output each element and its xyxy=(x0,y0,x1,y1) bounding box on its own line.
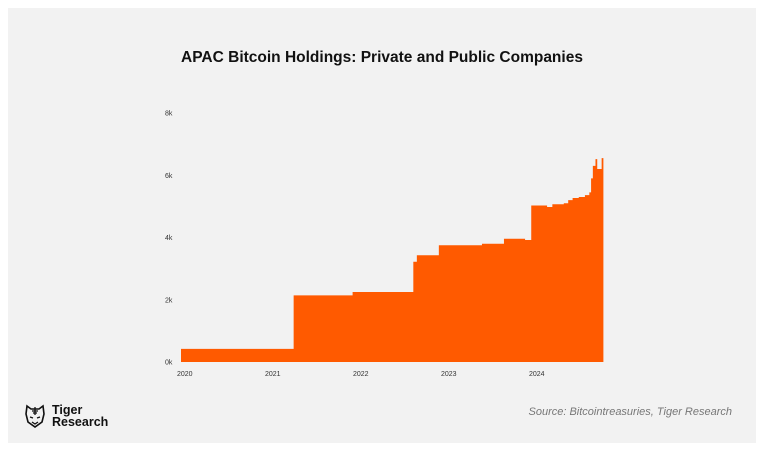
x-tick-label: 2023 xyxy=(441,371,457,378)
x-tick-label: 2021 xyxy=(265,371,281,378)
y-tick-label: 2k xyxy=(165,297,173,304)
x-tick-label: 2022 xyxy=(353,371,369,378)
x-tick-label: 2024 xyxy=(529,371,545,378)
chart-card xyxy=(8,8,756,443)
chart-title: APAC Bitcoin Holdings: Private and Publi… xyxy=(181,49,583,66)
brand-name-line2: Research xyxy=(52,415,109,429)
tiger-head-icon xyxy=(25,404,45,428)
y-tick-label: 0k xyxy=(165,360,173,367)
y-tick-label: 6k xyxy=(165,173,173,180)
tiger-research-logo: Tiger Research xyxy=(24,403,108,429)
y-tick-label: 8k xyxy=(165,111,173,118)
y-tick-label: 4k xyxy=(165,235,173,242)
brand-name-line1: Tiger xyxy=(52,403,83,417)
x-tick-label: 2020 xyxy=(177,371,193,378)
holdings-area xyxy=(181,156,604,362)
source-note: Source: Bitcointreasuries, Tiger Researc… xyxy=(528,406,733,418)
